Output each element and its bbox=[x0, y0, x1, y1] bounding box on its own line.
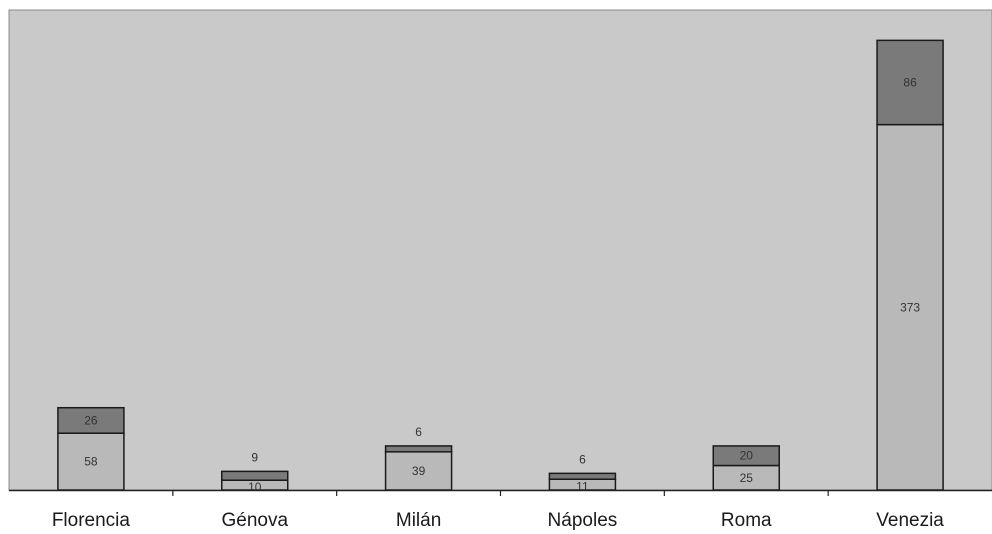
x-tick-label-nápoles: Nápoles bbox=[548, 510, 618, 531]
bar-segment-florencia-series-2 bbox=[57, 406, 125, 434]
bar-segment-génova-series-2 bbox=[221, 470, 289, 481]
data-label-nápoles-series-1: 11 bbox=[576, 480, 589, 494]
data-label-milán-series-1: 39 bbox=[412, 464, 426, 478]
bar-segment-florencia-series-1 bbox=[57, 432, 125, 491]
data-label-venezia-series-1: 373 bbox=[900, 300, 920, 314]
x-axis-ticks bbox=[172, 490, 829, 496]
data-label-florencia-series-2: 26 bbox=[84, 413, 98, 427]
x-tick-label-génova: Génova bbox=[221, 510, 288, 531]
data-label-génova-series-1: 10 bbox=[248, 480, 262, 494]
bar-segment-venezia-series-2 bbox=[876, 39, 944, 126]
data-label-nápoles-series-2: 6 bbox=[579, 452, 586, 466]
plot-area bbox=[8, 9, 992, 491]
data-label-roma-series-1: 25 bbox=[740, 471, 754, 485]
data-label-milán-series-2: 6 bbox=[415, 425, 422, 439]
bar-segment-venezia-series-1 bbox=[876, 123, 944, 491]
bar-segment-milán-series-2 bbox=[384, 445, 453, 453]
bars-group: 58 26 10 9 39 6 11 6 25 20 373 86 bbox=[57, 39, 944, 494]
x-tick-label-venezia: Venezia bbox=[876, 510, 944, 531]
data-label-roma-series-2: 20 bbox=[740, 449, 754, 463]
x-tick-label-milán: Milán bbox=[396, 510, 441, 531]
bar-segment-nápoles-series-2 bbox=[548, 472, 617, 480]
x-tick-label-florencia: Florencia bbox=[52, 510, 131, 531]
data-label-génova-series-2: 9 bbox=[251, 450, 258, 464]
x-tick-label-roma: Roma bbox=[721, 510, 772, 531]
bar-segment-roma-series-2 bbox=[712, 445, 780, 467]
x-axis-tick-labels: Florencia Génova Milán Nápoles Roma Venezia bbox=[52, 510, 944, 531]
data-label-florencia-series-1: 58 bbox=[84, 455, 98, 469]
data-label-venezia-series-2: 86 bbox=[903, 75, 917, 89]
